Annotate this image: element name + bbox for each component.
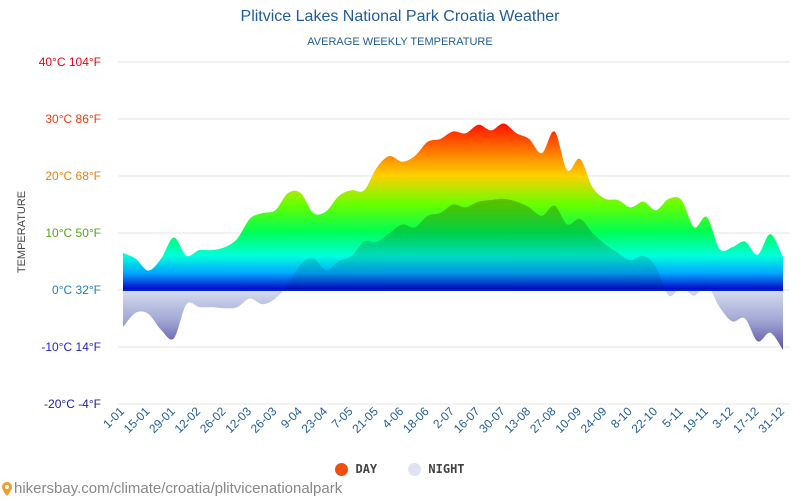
legend-item-night[interactable]: NIGHT: [408, 462, 465, 476]
x-tick-label: 22-10: [629, 404, 661, 436]
y-tick-label: 10°C 50°F: [45, 226, 101, 240]
y-tick-label: 20°C 68°F: [45, 169, 101, 183]
chart-subtitle: AVERAGE WEEKLY TEMPERATURE: [307, 36, 493, 48]
x-tick-label: 31-12: [756, 404, 788, 436]
x-axis: 1-0115-0129-0112-0226-0212-0326-039-0423…: [100, 404, 787, 436]
chart-title: Plitvice Lakes National Park Croatia Wea…: [240, 8, 560, 25]
x-tick-label: 17-12: [730, 404, 762, 436]
y-axis-title: TEMPERATURE: [16, 191, 28, 273]
night-area-above-zero: [123, 198, 783, 290]
x-tick-label: 26-03: [248, 404, 280, 436]
x-tick-label: 15-01: [121, 404, 153, 436]
y-tick-label: 40°C 104°F: [39, 55, 101, 69]
x-tick-label: 27-08: [527, 404, 559, 436]
x-tick-label: 12-02: [172, 404, 204, 436]
source-link[interactable]: hikersbay.com/climate/croatia/plitvicena…: [2, 480, 342, 497]
x-tick-label: 12-03: [222, 404, 254, 436]
y-tick-label: 0°C 32°F: [52, 283, 101, 297]
night-series: [123, 198, 783, 350]
night-area-below-zero: [123, 290, 783, 350]
legend-label-night: NIGHT: [428, 462, 465, 476]
x-tick-label: 26-02: [197, 404, 229, 436]
x-tick-label: 10-09: [552, 404, 584, 436]
x-tick-label: 16-07: [451, 404, 483, 436]
y-tick-label: 30°C 86°F: [45, 112, 101, 126]
y-tick-label: -10°C 14°F: [41, 340, 101, 354]
legend-label-day: DAY: [355, 462, 378, 476]
y-tick-label: -20°C -4°F: [44, 397, 101, 411]
location-pin-icon: [2, 481, 12, 496]
legend-dot-day: [335, 462, 349, 476]
x-tick-label: 21-05: [349, 404, 381, 436]
x-tick-label: 23-04: [299, 404, 331, 436]
y-axis: 40°C 104°F 30°C 86°F 20°C 68°F 10°C 50°F 0°C…: [39, 55, 101, 411]
x-tick-label: 13-08: [502, 404, 534, 436]
x-tick-label: 24-09: [578, 404, 610, 436]
x-tick-label: 19-11: [680, 404, 711, 435]
x-tick-label: 18-06: [400, 404, 432, 436]
x-tick-label: 29-01: [146, 404, 178, 436]
legend-item-day[interactable]: DAY: [335, 462, 377, 476]
legend: DAY NIGHT: [0, 462, 800, 479]
legend-dot-night: [408, 462, 422, 476]
source-url: hikersbay.com/climate/croatia/plitvicena…: [14, 480, 343, 497]
x-tick-label: 30-07: [476, 404, 508, 436]
